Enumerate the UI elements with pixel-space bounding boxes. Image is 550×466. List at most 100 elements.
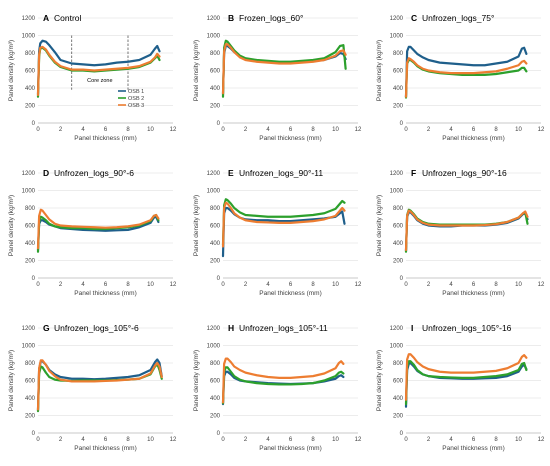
x-tick-label: 8 <box>311 127 315 133</box>
panel-title: Unfrozen_logs_105°-16 <box>422 323 512 333</box>
x-tick-label: 10 <box>147 437 154 443</box>
y-tick-label: 200 <box>393 414 404 420</box>
panel-title: Control <box>54 13 82 23</box>
x-tick-label: 12 <box>355 127 362 133</box>
y-tick-label: 200 <box>210 104 221 110</box>
panel-f: 0 200 400 600 800 1000 1200 0 2 4 6 8 10 12 Panel thic… <box>376 168 545 297</box>
x-tick-label: 2 <box>244 437 248 443</box>
x-tick-label: 10 <box>332 127 339 133</box>
y-tick-label: 1200 <box>207 16 221 22</box>
x-tick-label: 4 <box>81 127 85 133</box>
y-tick-label: 400 <box>393 86 404 92</box>
y-tick-label: 600 <box>393 69 404 75</box>
panel-h: 0 200 400 600 800 1000 1200 0 2 4 6 8 10 12 Panel thic… <box>193 323 362 452</box>
y-tick-label: 400 <box>393 396 404 402</box>
x-tick-label: 0 <box>404 437 408 443</box>
y-tick-label: 1000 <box>390 34 404 40</box>
series-line-osb-3 <box>221 43 347 95</box>
x-tick-label: 0 <box>221 127 225 133</box>
y-tick-label: 1000 <box>207 189 221 195</box>
y-axis-label: Panel density (kg/m³) <box>376 195 383 256</box>
y-tick-label: 200 <box>393 104 404 110</box>
y-tick-label: 400 <box>25 86 36 92</box>
series-line-osb-3 <box>404 57 528 98</box>
y-tick-label: 1200 <box>22 16 36 22</box>
series-line-osb-2 <box>221 198 346 246</box>
x-tick-label: 10 <box>147 282 154 288</box>
y-tick-label: 800 <box>25 206 36 212</box>
y-tick-label: 0 <box>217 276 221 282</box>
x-tick-label: 4 <box>81 282 85 288</box>
x-tick-label: 12 <box>170 127 177 133</box>
panel-title: Unfrozen_logs_105°-11 <box>239 323 328 333</box>
x-tick-label: 4 <box>449 437 453 443</box>
x-tick-label: 2 <box>244 127 248 133</box>
panel-letter: H <box>228 323 234 333</box>
x-tick-label: 12 <box>538 282 545 288</box>
x-axis-label: Panel thickness (mm) <box>74 290 137 297</box>
y-tick-label: 200 <box>210 259 221 265</box>
x-tick-label: 6 <box>104 437 108 443</box>
y-tick-label: 800 <box>393 206 404 212</box>
y-tick-label: 400 <box>210 396 221 402</box>
x-tick-label: 6 <box>104 282 108 288</box>
y-tick-label: 800 <box>25 51 36 57</box>
legend-entry: OSB 1 <box>128 89 144 95</box>
y-tick-label: 400 <box>210 86 221 92</box>
x-tick-label: 4 <box>266 282 270 288</box>
x-tick-label: 0 <box>36 282 40 288</box>
x-tick-label: 8 <box>311 437 315 443</box>
series-line-osb-3 <box>221 201 346 248</box>
x-tick-label: 10 <box>332 437 339 443</box>
legend-entry: OSB 2 <box>128 96 144 102</box>
x-axis-label: Panel thickness (mm) <box>442 290 505 297</box>
y-axis-label: Panel density (kg/m³) <box>193 40 200 101</box>
x-tick-label: 8 <box>494 127 498 133</box>
y-tick-label: 800 <box>393 361 404 367</box>
y-tick-label: 800 <box>210 206 221 212</box>
x-tick-label: 2 <box>59 127 63 133</box>
y-tick-label: 0 <box>32 276 36 282</box>
series-line-osb-1 <box>404 361 528 408</box>
legend-entry: OSB 3 <box>128 103 144 109</box>
y-tick-label: 600 <box>210 69 221 75</box>
y-tick-label: 1000 <box>207 344 221 350</box>
y-tick-label: 600 <box>25 69 36 75</box>
y-tick-label: 1000 <box>22 344 36 350</box>
x-axis-label: Panel thickness (mm) <box>259 135 322 142</box>
x-axis-label: Panel thickness (mm) <box>442 445 505 452</box>
series-line-osb-1 <box>404 45 528 98</box>
series-line-osb-3 <box>36 45 161 97</box>
panel-g: 0 200 400 600 800 1000 1200 0 2 4 6 8 10 12 Panel thic… <box>8 323 177 452</box>
series-line-osb-3 <box>36 208 160 250</box>
x-tick-label: 12 <box>170 437 177 443</box>
panel-letter: A <box>43 13 49 23</box>
panel-c: 0 200 400 600 800 1000 1200 0 2 4 6 8 10 12 Panel thic… <box>376 13 545 142</box>
y-tick-label: 400 <box>393 241 404 247</box>
panel-title: Unfrozen_logs_90°-11 <box>239 168 323 178</box>
y-tick-label: 0 <box>400 276 404 282</box>
series-line-osb-1 <box>221 370 345 406</box>
y-tick-label: 1000 <box>390 189 404 195</box>
series-line-osb-2 <box>36 213 160 253</box>
y-tick-label: 1200 <box>390 326 404 332</box>
panel-letter: C <box>411 13 417 23</box>
y-tick-label: 1200 <box>22 171 36 177</box>
y-tick-label: 0 <box>400 431 404 437</box>
y-tick-label: 1000 <box>207 34 221 40</box>
x-tick-label: 6 <box>472 282 476 288</box>
series-line-osb-3 <box>404 209 529 252</box>
y-tick-label: 800 <box>393 51 404 57</box>
x-axis-label: Panel thickness (mm) <box>442 135 505 142</box>
y-axis-label: Panel density (kg/m³) <box>8 40 15 101</box>
y-tick-label: 800 <box>210 361 221 367</box>
x-tick-label: 6 <box>472 437 476 443</box>
x-tick-label: 0 <box>221 282 225 288</box>
panel-title: Unfrozen_logs_90°-6 <box>54 168 134 178</box>
panel-letter: F <box>411 168 416 178</box>
panel-title: Frozen_logs_60° <box>239 13 303 23</box>
panel-letter: I <box>411 323 413 333</box>
panel-letter: B <box>228 13 234 23</box>
y-tick-label: 200 <box>25 259 36 265</box>
panel-letter: E <box>228 168 234 178</box>
